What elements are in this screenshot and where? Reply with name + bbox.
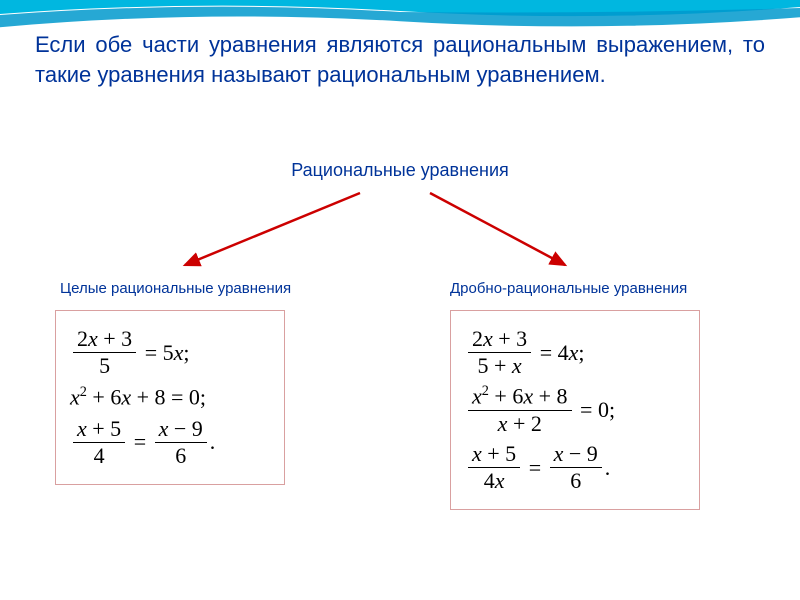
right-equation-box: 2x + 3 5 + x = 4x; x2 + 6x + 8 x + 2 = 0… <box>450 310 700 510</box>
left-eq-3: x + 5 4 = x − 9 6 . <box>70 417 270 468</box>
right-eq-3: x + 5 4x = x − 9 6 . <box>465 442 685 493</box>
left-eq-2: x2 + 6x + 8 = 0; <box>70 384 270 410</box>
right-branch-label: Дробно-рациональные уравнения <box>450 280 687 297</box>
subtitle: Рациональные уравнения <box>0 160 800 181</box>
left-equation-box: 2x + 3 5 = 5x; x2 + 6x + 8 = 0; x + 5 4 … <box>55 310 285 485</box>
branch-arrows <box>0 185 800 275</box>
right-eq-1: 2x + 3 5 + x = 4x; <box>465 327 685 378</box>
left-eq-1: 2x + 3 5 = 5x; <box>70 327 270 378</box>
right-eq-2: x2 + 6x + 8 x + 2 = 0; <box>465 384 685 436</box>
left-branch-label: Целые рациональные уравнения <box>60 280 291 297</box>
definition-text: Если обе части уравнения являются рацион… <box>35 30 765 89</box>
